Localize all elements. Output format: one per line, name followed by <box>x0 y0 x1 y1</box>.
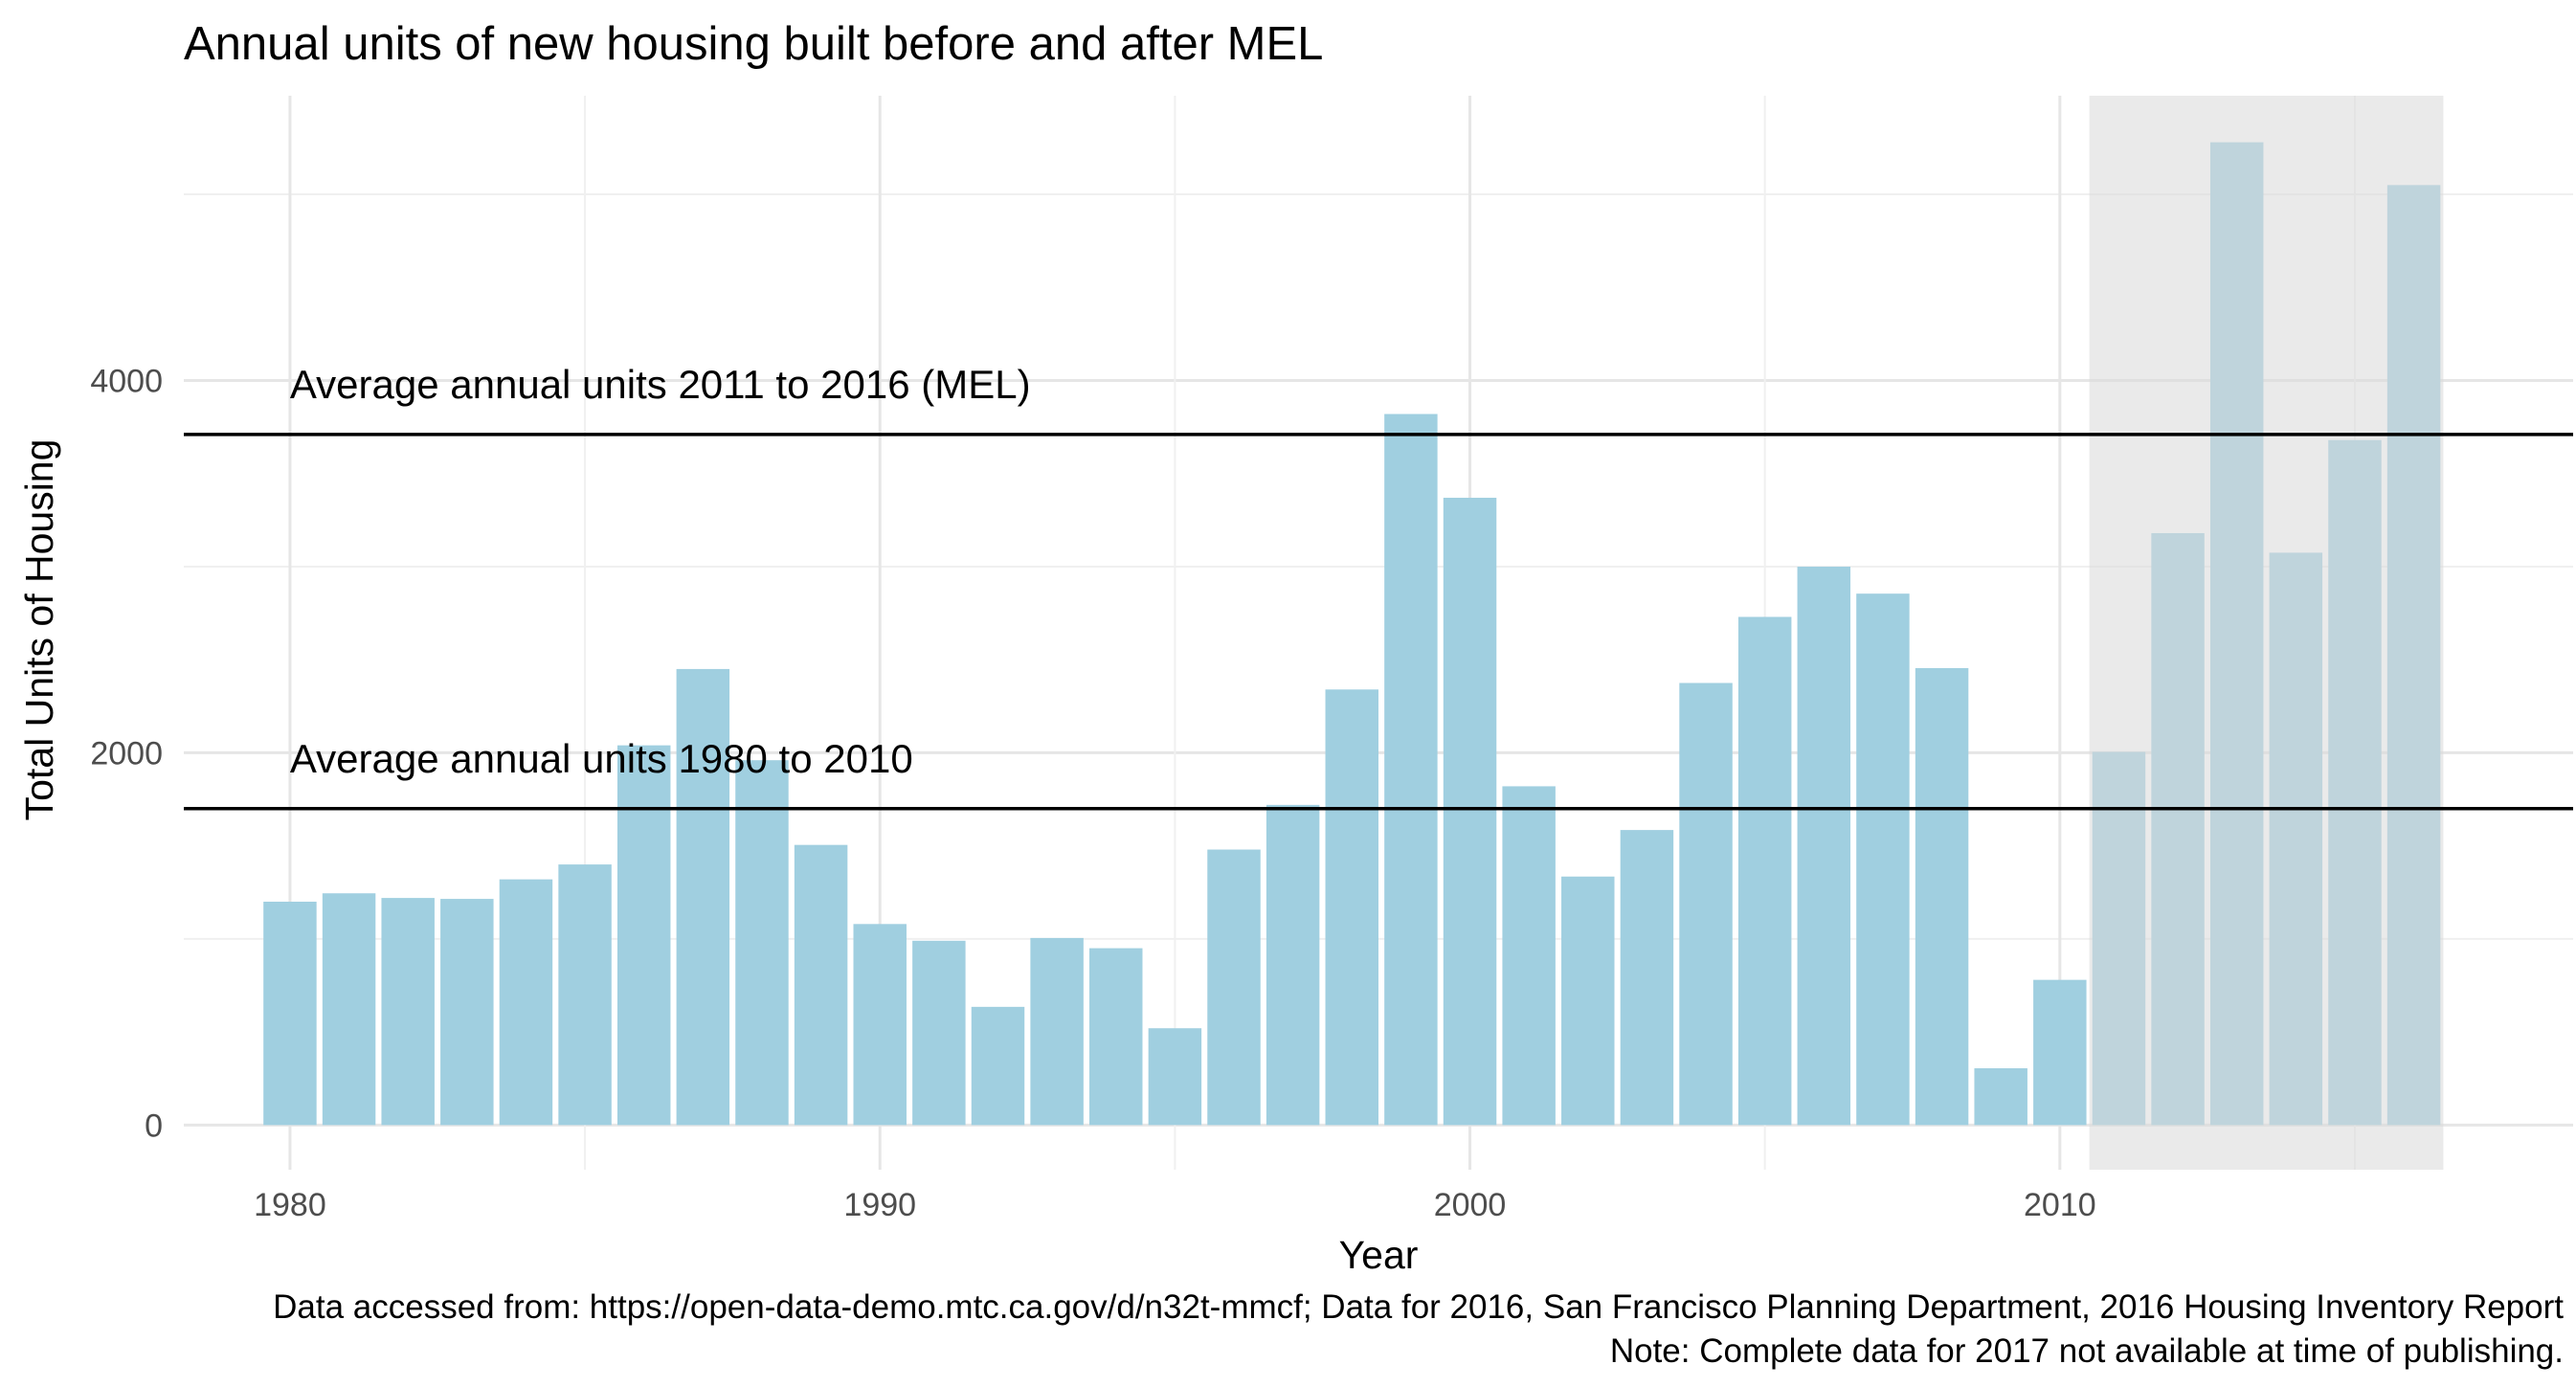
mel-period-highlight <box>2089 96 2444 1170</box>
x-axis-ticks: 1980 1990 2000 2010 <box>254 1187 2096 1223</box>
bar-1997 <box>1266 804 1320 1126</box>
bar-1981 <box>322 893 376 1126</box>
bar-1995 <box>1148 1028 1202 1126</box>
bar-1987 <box>676 668 730 1126</box>
x-tick-label: 2010 <box>2024 1187 2096 1223</box>
y-tick-label: 0 <box>145 1107 163 1144</box>
bar-1988 <box>735 760 789 1126</box>
x-axis-title: Year <box>1339 1233 1419 1277</box>
chart-title: Annual units of new housing built before… <box>184 18 1323 70</box>
bar-1998 <box>1325 689 1378 1126</box>
reference-labels: Average annual units 2011 to 2016 (MEL) A… <box>290 362 1031 781</box>
bar-1985 <box>558 864 612 1126</box>
bar-1989 <box>794 844 848 1126</box>
bar-1980 <box>263 901 317 1126</box>
bar-2009 <box>1974 1068 2027 1126</box>
source-caption: Data accessed from: https://open-data-de… <box>273 1288 2564 1326</box>
bar-1983 <box>440 899 494 1126</box>
bar-2004 <box>1679 682 1733 1126</box>
x-tick-label: 1990 <box>843 1187 916 1223</box>
reference-lines <box>184 433 2573 811</box>
x-tick-label: 2000 <box>1434 1187 1507 1223</box>
bar-1986 <box>616 745 671 1126</box>
bar-2007 <box>1856 593 1910 1126</box>
mel-highlight-rect <box>2089 96 2444 1170</box>
x-tick-label: 1980 <box>254 1187 326 1223</box>
bar-1982 <box>381 898 435 1126</box>
y-axis-title: Total Units of Housing <box>17 439 61 821</box>
bar-1996 <box>1207 849 1261 1126</box>
bar-1992 <box>971 1006 1025 1126</box>
y-tick-label: 4000 <box>90 364 163 400</box>
y-axis-ticks: 0 2000 4000 <box>90 364 163 1145</box>
bar-1994 <box>1089 948 1143 1126</box>
bar-2001 <box>1502 786 1556 1126</box>
bar-2003 <box>1620 830 1674 1126</box>
bar-2000 <box>1443 498 1497 1126</box>
bar-1999 <box>1384 414 1438 1126</box>
bar-1993 <box>1030 937 1084 1126</box>
bar-1990 <box>853 924 907 1126</box>
bar-2006 <box>1797 566 1851 1126</box>
bar-1991 <box>912 940 966 1126</box>
bar-2005 <box>1737 616 1792 1126</box>
reference-label-0: Average annual units 2011 to 2016 (MEL) <box>290 362 1031 407</box>
bar-1984 <box>499 879 553 1126</box>
bar-2002 <box>1561 876 1615 1126</box>
reference-label-1: Average annual units 1980 to 2010 <box>290 736 913 781</box>
bar-2008 <box>1915 667 1969 1126</box>
y-tick-label: 2000 <box>90 735 163 772</box>
bar-2010 <box>2033 979 2087 1126</box>
note-caption: Note: Complete data for 2017 not availab… <box>1610 1332 2564 1370</box>
